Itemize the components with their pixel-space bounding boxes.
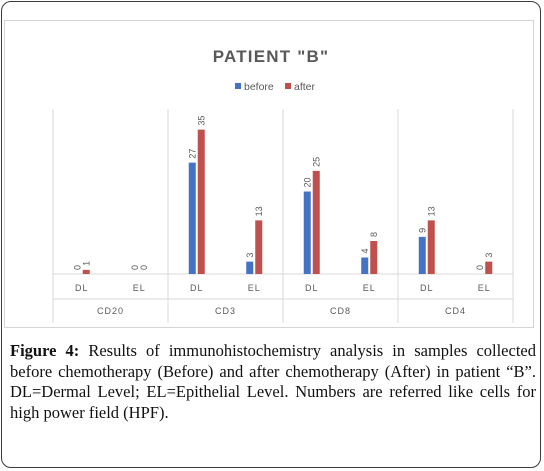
bar-after xyxy=(312,170,320,274)
x-tick-label: DL xyxy=(190,283,204,293)
chart-title: PATIENT "B" xyxy=(213,47,330,66)
data-label: 0 xyxy=(72,265,82,270)
data-label: 3 xyxy=(245,253,255,258)
x-tick-label: EL xyxy=(363,283,376,293)
x-tick-label: DL xyxy=(75,283,89,293)
bar-before xyxy=(361,257,369,274)
bar-after xyxy=(197,129,205,274)
group-label-cd3: CD3 xyxy=(215,306,236,316)
legend-swatch-after xyxy=(285,83,291,89)
data-label: 9 xyxy=(417,228,427,233)
bar-before xyxy=(188,162,196,274)
bar-before xyxy=(246,261,254,274)
data-label: 0 xyxy=(139,265,149,270)
data-label: 0 xyxy=(475,265,485,270)
data-label: 25 xyxy=(311,157,321,167)
bar-before xyxy=(418,236,426,274)
data-label: 0 xyxy=(130,265,140,270)
data-label: 8 xyxy=(369,232,379,237)
group-label-cd20: CD20 xyxy=(97,306,124,316)
x-tick-label: EL xyxy=(478,283,491,293)
x-tick-label: DL xyxy=(305,283,319,293)
data-label: 35 xyxy=(196,116,206,126)
data-label: 1 xyxy=(81,261,91,266)
data-label: 13 xyxy=(254,206,264,216)
x-tick-label: EL xyxy=(248,283,261,293)
data-label: 20 xyxy=(302,177,312,187)
bar-after xyxy=(370,241,378,274)
x-tick-label: EL xyxy=(133,283,146,293)
bar-after xyxy=(255,220,263,274)
chart-container: PATIENT "B" before after DL EL DL EL DL EL DL EL… xyxy=(4,20,534,328)
bar-before xyxy=(303,191,311,274)
data-label: 27 xyxy=(187,149,197,159)
legend-label-before: before xyxy=(244,81,274,93)
figure-caption: Figure 4: Results of immunohistochemistr… xyxy=(10,341,536,423)
legend-swatch-before xyxy=(235,83,241,89)
data-label: 4 xyxy=(360,248,370,253)
x-tick-label: DL xyxy=(420,283,434,293)
legend-label-after: after xyxy=(294,81,316,93)
bar-chart: PATIENT "B" before after DL EL DL EL DL EL DL EL… xyxy=(52,47,514,323)
figure-label: Figure 4: xyxy=(10,341,80,360)
group-label-cd8: CD8 xyxy=(330,306,351,316)
data-label: 3 xyxy=(484,253,494,258)
group-label-cd4: CD4 xyxy=(445,306,466,316)
bar-after xyxy=(82,269,90,274)
chart-legend: before after xyxy=(235,81,316,93)
figure-caption-text: Results of immunohistochemistry analysis… xyxy=(10,341,536,422)
data-label: 13 xyxy=(426,206,436,216)
bar-after xyxy=(427,220,435,274)
bar-after xyxy=(485,261,493,274)
